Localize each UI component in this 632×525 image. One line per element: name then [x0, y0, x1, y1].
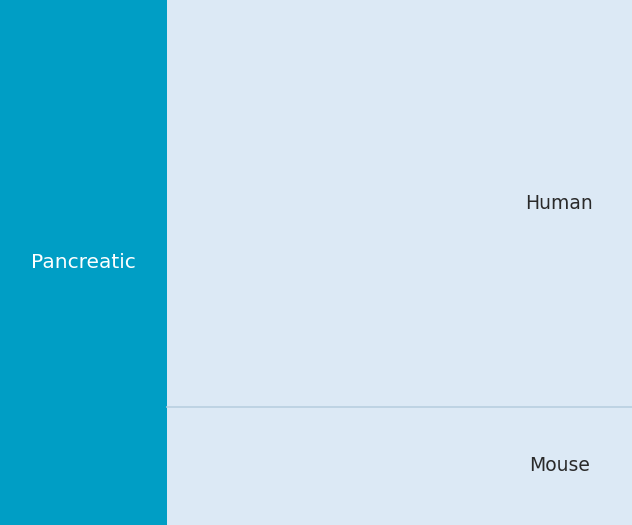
Bar [167, 407, 487, 525]
Text: Mouse: Mouse [529, 456, 590, 476]
Bar [0, 0, 167, 525]
Bar [487, 407, 632, 525]
Text: Human: Human [525, 194, 593, 213]
Bar [487, 0, 632, 407]
Text: Pancreatic: Pancreatic [32, 253, 136, 272]
Bar [167, 0, 487, 407]
